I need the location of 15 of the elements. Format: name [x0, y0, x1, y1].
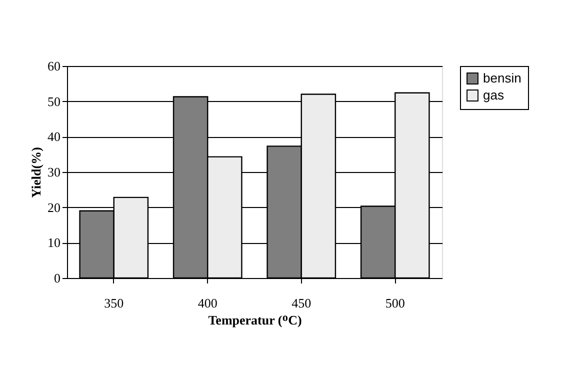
y-tick-label: 60 [48, 58, 60, 74]
legend-label: gas [483, 88, 504, 102]
y-tick-label: 30 [48, 164, 60, 180]
y-tick-label: 40 [48, 129, 60, 144]
y-tick-label: 50 [48, 94, 60, 109]
x-tick-label: 400 [198, 296, 218, 310]
x-tick-label: 450 [292, 296, 312, 310]
y-axis-title: Yield(%) [28, 147, 44, 198]
x-axis-title: Temperatur (ᴼC) [208, 312, 302, 328]
y-tick-label: 10 [48, 235, 60, 250]
y-tick-label: 0 [54, 270, 60, 286]
y-tick-label: 20 [48, 200, 60, 215]
x-tick-label: 500 [385, 296, 405, 310]
legend-label: bensin [483, 70, 522, 86]
x-tick-label: 350 [104, 296, 124, 310]
